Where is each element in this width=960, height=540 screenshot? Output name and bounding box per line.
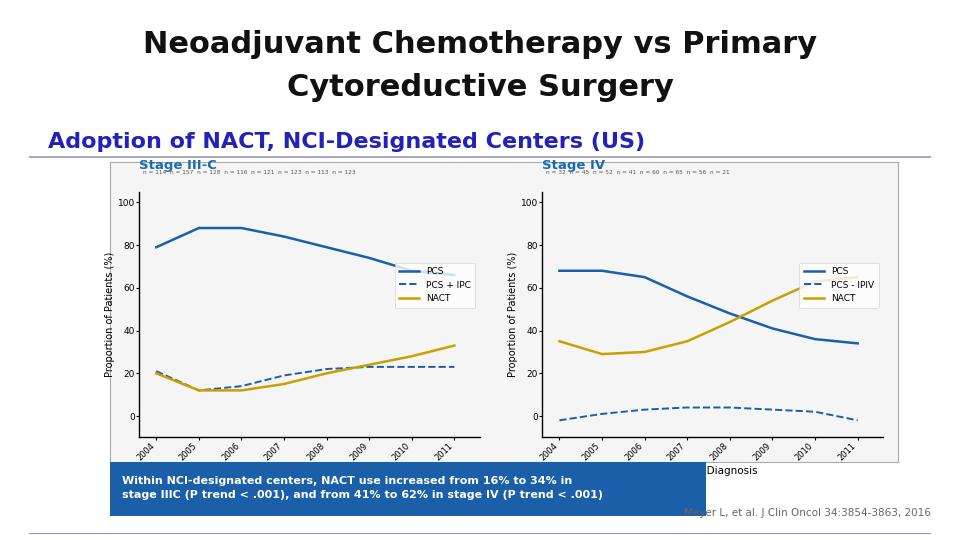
NACT: [406, 353, 418, 360]
PCS: [809, 336, 821, 342]
PCS - IPIV: [809, 409, 821, 415]
NACT: [364, 361, 375, 368]
Y-axis label: Proportion of Patients (%): Proportion of Patients (%): [105, 252, 115, 377]
NACT: [809, 278, 821, 285]
PCS: [852, 340, 863, 347]
PCS: [682, 293, 693, 300]
PCS: [406, 267, 418, 274]
PCS: [193, 225, 204, 231]
Text: Neoadjuvant Chemotherapy vs Primary: Neoadjuvant Chemotherapy vs Primary: [143, 30, 817, 59]
Legend: PCS, PCS + IPC, NACT: PCS, PCS + IPC, NACT: [395, 262, 475, 308]
NACT: [638, 349, 650, 355]
Line: NACT: NACT: [560, 277, 857, 354]
Text: Adoption of NACT, NCI-Designated Centers (US): Adoption of NACT, NCI-Designated Centers…: [48, 132, 645, 152]
PCS: [151, 244, 162, 251]
PCS - IPIV: [596, 410, 608, 417]
PCS - IPIV: [724, 404, 735, 411]
PCS - IPIV: [638, 407, 650, 413]
PCS - IPIV: [682, 404, 693, 411]
PCS: [448, 272, 460, 278]
PCS: [321, 244, 332, 251]
PCS: [596, 267, 608, 274]
NACT: [724, 319, 735, 325]
X-axis label: Year of Diagnosis: Year of Diagnosis: [668, 465, 757, 476]
Line: PCS: PCS: [560, 271, 857, 343]
PCS: [638, 274, 650, 280]
NACT: [682, 338, 693, 345]
PCS + IPC: [406, 363, 418, 370]
NACT: [767, 298, 779, 304]
Line: PCS + IPC: PCS + IPC: [156, 367, 454, 390]
NACT: [278, 381, 290, 387]
PCS + IPC: [278, 372, 290, 379]
PCS: [767, 325, 779, 332]
PCS + IPC: [448, 363, 460, 370]
Y-axis label: Proportion of Patients (%): Proportion of Patients (%): [508, 252, 518, 377]
X-axis label: Year of Diagnosis: Year of Diagnosis: [265, 465, 354, 476]
Text: Cytoreductive Surgery: Cytoreductive Surgery: [287, 73, 673, 102]
PCS + IPC: [321, 366, 332, 372]
Text: Stage III-C: Stage III-C: [139, 159, 217, 172]
Text: n = 32  n = 45  n = 52  n = 41  n = 60  n = 65  n = 56  n = 21: n = 32 n = 45 n = 52 n = 41 n = 60 n = 6…: [546, 170, 730, 174]
Line: NACT: NACT: [156, 346, 454, 390]
PCS + IPC: [151, 368, 162, 374]
NACT: [448, 342, 460, 349]
PCS: [724, 310, 735, 317]
PCS + IPC: [193, 387, 204, 394]
NACT: [596, 351, 608, 357]
Text: Meyer L, et al. J Clin Oncol 34:3854-3863, 2016: Meyer L, et al. J Clin Oncol 34:3854-386…: [684, 508, 931, 518]
PCS: [236, 225, 248, 231]
NACT: [151, 370, 162, 376]
PCS - IPIV: [767, 407, 779, 413]
PCS: [364, 255, 375, 261]
Line: PCS - IPIV: PCS - IPIV: [560, 408, 857, 420]
PCS: [278, 233, 290, 240]
NACT: [321, 370, 332, 376]
Line: PCS: PCS: [156, 228, 454, 275]
PCS - IPIV: [852, 417, 863, 423]
NACT: [554, 338, 565, 345]
Legend: PCS, PCS - IPIV, NACT: PCS, PCS - IPIV, NACT: [800, 262, 878, 308]
Text: Stage IV: Stage IV: [542, 159, 606, 172]
PCS: [554, 267, 565, 274]
NACT: [236, 387, 248, 394]
Text: n = 114  n = 157  n = 128  n = 116  n = 121  n = 123  n = 113  n = 123: n = 114 n = 157 n = 128 n = 116 n = 121 …: [143, 170, 355, 174]
PCS - IPIV: [554, 417, 565, 423]
NACT: [852, 274, 863, 280]
PCS + IPC: [364, 363, 375, 370]
PCS + IPC: [236, 383, 248, 389]
NACT: [193, 387, 204, 394]
Text: Within NCI-designated centers, NACT use increased from 16% to 34% in
stage IIIC : Within NCI-designated centers, NACT use …: [122, 476, 603, 500]
